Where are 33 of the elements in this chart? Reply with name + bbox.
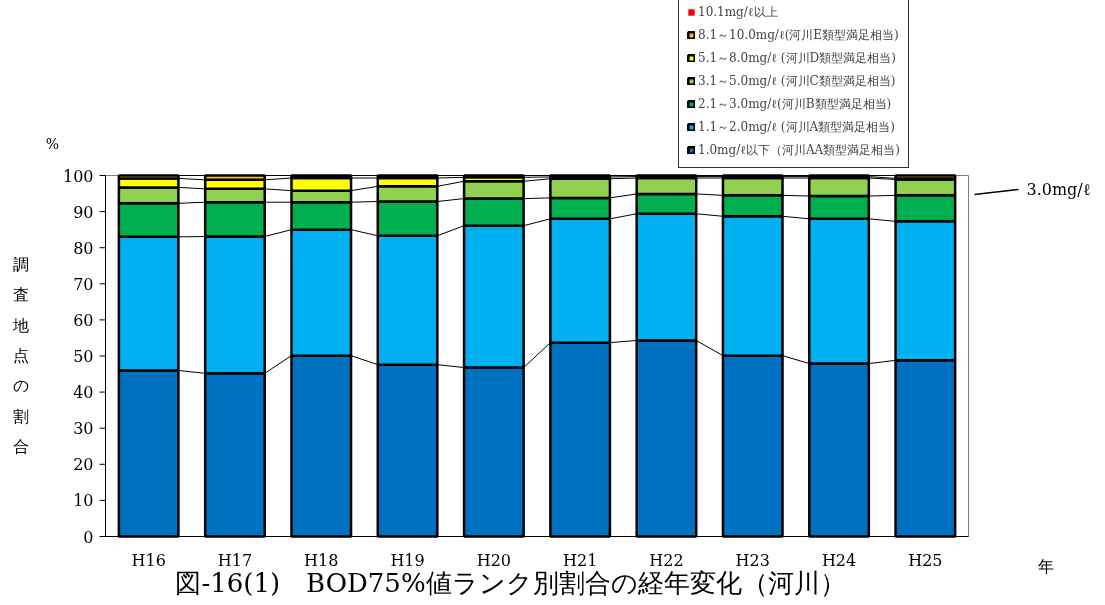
y-tick-label: 40 <box>73 383 94 403</box>
x-tick-label: H25 <box>908 551 943 570</box>
x-tick-label: H18 <box>304 551 339 570</box>
text: 3.0mg/ℓ <box>1026 180 1091 199</box>
legend-label: 10.1mg/ℓ以上 <box>698 3 778 21</box>
legend-label: 8.1～10.0mg/ℓ(河川E類型満足相当) <box>698 26 899 44</box>
x-tick-label: H22 <box>649 551 684 570</box>
y-tick-label: 20 <box>73 455 94 475</box>
y-tick-label: 60 <box>73 310 94 330</box>
text: 図-16(1) BOD75%値ランク別割合の経年変化（河川） <box>175 567 846 598</box>
y-tick-label: 0 <box>83 527 94 547</box>
legend-label: 1.1～2.0mg/ℓ (河川A類型満足相当) <box>698 118 895 136</box>
y-tick-label: 30 <box>73 419 94 439</box>
y-tick-label: 80 <box>73 238 94 258</box>
legend-label: 1.0mg/ℓ以下（河川AA類型満足相当) <box>698 141 900 159</box>
legend-label: 5.1～8.0mg/ℓ (河川D類型満足相当) <box>698 49 896 67</box>
y-axis-title: 調査地点の割合 <box>11 254 29 457</box>
x-tick-label: H24 <box>821 551 857 570</box>
x-tick-label: H16 <box>131 551 166 570</box>
x-tick-label: H21 <box>562 551 598 570</box>
y-tick-label: 90 <box>73 202 94 222</box>
x-tick-label: H23 <box>735 551 770 570</box>
y-tick-label: 100 <box>62 166 94 186</box>
legend-label: 3.1～5.0mg/ℓ (河川C類型満足相当) <box>698 72 896 90</box>
x-axis-title: 年 <box>1037 557 1054 576</box>
y-tick-label: 50 <box>73 347 94 366</box>
y-tick-label: 10 <box>73 491 94 511</box>
x-tick-label: H20 <box>476 551 512 570</box>
y-tick-label: 70 <box>73 274 94 294</box>
legend-label: 2.1～3.0mg/ℓ(河川B類型満足相当) <box>698 95 892 113</box>
text: % <box>45 135 60 152</box>
x-tick-label: H17 <box>217 551 253 570</box>
x-tick-label: H19 <box>390 551 425 570</box>
